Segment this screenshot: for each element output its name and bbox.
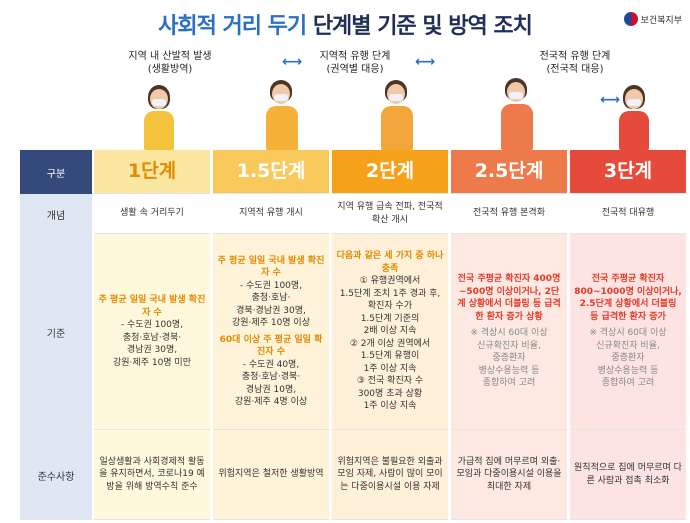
- caption-local-line1: 지역 내 산발적 발생: [128, 51, 212, 62]
- criteria-stage-3-head: 전국 주평균 확진자 800~1000명 이상이거나, 2.5단계 상황에서 더…: [574, 274, 682, 322]
- rules-stage-1-5: 위험지역은 철저한 생활방역: [213, 430, 329, 520]
- caption-national: 전국적 유행 단계 (전국적 대응): [520, 50, 630, 76]
- person-illustration-1: [140, 85, 180, 150]
- rules-stage-2-5: 가급적 집에 머무르며 외출·모임과 다중이용시설 이용을 최대한 자제: [451, 430, 567, 520]
- stage-2-header: 2단계: [332, 150, 448, 194]
- criteria-stage-1-line: - 수도권 100명,: [120, 320, 184, 330]
- table-row-rules: 준수사항 일상생활과 사회경제적 활동을 유지하면서, 코로나19 예방을 위해…: [20, 430, 686, 521]
- criteria-stage-2-line: ③ 전국 확진자 수: [356, 376, 424, 387]
- person-illustration-4: [495, 78, 540, 150]
- row-label-concept: 개념: [20, 194, 92, 235]
- criteria-stage-1-5-line: - 수도권 100명,: [239, 280, 303, 291]
- ministry-name: 보건복지부: [640, 15, 682, 26]
- double-arrow-icon: ⟷: [600, 92, 621, 108]
- double-arrow-icon: ⟷: [415, 54, 436, 70]
- row-label-rules: 준수사항: [20, 430, 92, 521]
- criteria-stage-1-5-line: 경남권 10명,: [245, 384, 297, 395]
- row-label-header: 구분: [20, 150, 92, 195]
- criteria-stage-2-line: 2배 이상 지속: [363, 326, 417, 337]
- criteria-stage-2-5-note: 중증환자: [492, 353, 526, 364]
- table-row-header: 구분 1단계 1.5단계 2단계 2.5단계 3단계: [20, 150, 686, 195]
- ministry-logo: 보건복지부: [623, 12, 682, 26]
- criteria-stage-1-5-line: 충청·호남·: [251, 293, 291, 303]
- caption-national-line2: (전국적 대응): [546, 64, 604, 75]
- criteria-stage-1-line: 충청·호남·경북·: [122, 332, 182, 343]
- row-label-criteria: 기준: [20, 234, 92, 431]
- criteria-stage-2-line: ① 유행권역에서: [359, 276, 421, 287]
- person-illustration-2: [260, 80, 305, 150]
- criteria-stage-1-head: 주 평균 일일 국내 발생 확진자 수: [98, 295, 206, 318]
- criteria-stage-2-line: 300명 초과 상황: [357, 388, 423, 399]
- stage-1-5-header: 1.5단계: [213, 150, 329, 194]
- concept-stage-1-5: 지역적 유행 개시: [213, 194, 329, 234]
- criteria-stage-1-5-line: 충청·호남·경북·: [241, 372, 301, 382]
- criteria-stage-2-line: ② 2개 이상 권역에서: [349, 338, 431, 349]
- stage-1-header: 1단계: [94, 150, 210, 194]
- criteria-stage-1-line: 강원·제주 10명 미만: [113, 357, 191, 368]
- criteria-stage-1-5: 주 평균 일일 국내 발생 확진자 수 - 수도권 100명, 충청·호남· 경…: [213, 234, 329, 430]
- criteria-stage-2-line: 1.5단계 기준의: [360, 313, 420, 324]
- criteria-stage-3-note: 중증환자: [611, 353, 645, 364]
- criteria-stage-1-5-head2: 60대 이상 주 평균 일일 확진자 수: [219, 334, 323, 358]
- criteria-stage-2: 다음과 같은 세 가지 중 하나 충족 ① 유행권역에서 1.5단계 조치 1주…: [332, 234, 448, 430]
- criteria-stage-1-5-line: 강원·제주 10명 이상: [232, 318, 310, 328]
- criteria-stage-3-note: 종합하여 고려: [601, 378, 655, 389]
- caption-national-line1: 전국적 유행 단계: [539, 51, 611, 62]
- criteria-stage-2-head: 다음과 같은 세 가지 중 하나 충족: [336, 251, 444, 274]
- table-row-criteria: 기준 주 평균 일일 국내 발생 확진자 수 - 수도권 100명, 충청·호남…: [20, 234, 686, 431]
- criteria-stage-2-line: 1주 이상 지속: [363, 363, 417, 374]
- stage-2-5-header: 2.5단계: [451, 150, 567, 194]
- criteria-stage-2-line: 1주 이상 지속: [363, 401, 417, 412]
- double-arrow-icon: ⟷: [282, 54, 303, 70]
- stage-3-header: 3단계: [570, 150, 686, 194]
- caption-local-line2: (생활방역): [147, 64, 193, 75]
- criteria-stage-3-note: 병상수용능력 등: [597, 365, 659, 376]
- criteria-stage-2-5-note: 신규확진자 비율,: [477, 340, 541, 351]
- caption-regional-line1: 지역적 유행 단계: [319, 51, 391, 62]
- criteria-stage-2-5: 전국 주평균 확진자 400명~500명 이상이거나, 2단계 상황에서 더블링…: [451, 234, 567, 430]
- concept-stage-2: 지역 유행 급속 전파, 전국적 확산 개시: [332, 194, 448, 234]
- criteria-stage-2-5-head: 전국 주평균 확진자 400명~500명 이상이거나, 2단계 상황에서 더블링…: [457, 274, 561, 322]
- concept-stage-2-5: 전국적 유행 본격화: [451, 194, 567, 234]
- criteria-stage-1: 주 평균 일일 국내 발생 확진자 수 - 수도권 100명, 충청·호남·경북…: [94, 234, 210, 430]
- emblem-icon: [623, 12, 638, 26]
- criteria-stage-2-line: 1.5단계 조치 1주 경과 후,: [339, 288, 441, 299]
- criteria-stage-2-line: 확진자 수가: [367, 301, 413, 312]
- title-part1: 사회적 거리 두기: [158, 14, 307, 39]
- concept-stage-1: 생활 속 거리두기: [94, 194, 210, 234]
- caption-regional: 지역적 유행 단계 (권역별 대응): [300, 50, 410, 76]
- criteria-stage-3: 전국 주평균 확진자 800~1000명 이상이거나, 2.5단계 상황에서 더…: [570, 234, 686, 430]
- caption-local: 지역 내 산발적 발생 (생활방역): [110, 50, 230, 76]
- rules-stage-1: 일상생활과 사회경제적 활동을 유지하면서, 코로나19 예방을 위해 방역수칙…: [94, 430, 210, 520]
- criteria-stage-1-5-line: 강원·제주 4명 이상: [234, 397, 308, 407]
- criteria-stage-2-5-note: 병상수용능력 등: [478, 365, 540, 376]
- person-illustration-3: [375, 80, 420, 150]
- person-illustration-5: [615, 85, 655, 150]
- criteria-stage-3-note: 신규확진자 비율,: [596, 340, 660, 351]
- table-row-concept: 개념 생활 속 거리두기 지역적 유행 개시 지역 유행 급속 전파, 전국적 …: [20, 194, 686, 235]
- rules-stage-3: 원칙적으로 집에 머무르며 다른 사람과 접촉 최소화: [570, 430, 686, 520]
- criteria-stage-1-5-head1: 주 평균 일일 국내 발생 확진자 수: [217, 255, 325, 279]
- title-part2: 단계별 기준 및 방역 조치: [312, 14, 533, 39]
- criteria-stage-1-line: 경남권 30명,: [126, 345, 178, 355]
- criteria-stage-2-5-note: ※ 격상시 60대 이상: [470, 328, 548, 339]
- criteria-stage-1-5-line: 경북·경남권 30명,: [236, 305, 306, 316]
- page-title: 사회적 거리 두기 단계별 기준 및 방역 조치: [0, 8, 690, 40]
- concept-stage-3: 전국적 대유행: [570, 194, 686, 234]
- criteria-stage-1-5-line: - 수도권 40명,: [242, 359, 300, 370]
- caption-regional-line2: (권역별 대응): [326, 64, 384, 75]
- rules-stage-2: 위험지역은 불필요한 외출과 모임 자제, 사람이 많이 모이는 다중이용시설 …: [332, 430, 448, 520]
- criteria-stage-2-5-note: 종합하여 고려: [482, 378, 536, 389]
- criteria-stage-2-line: 1.5단계 유행이: [360, 351, 420, 362]
- criteria-stage-3-note: ※ 격상시 60대 이상: [589, 328, 667, 339]
